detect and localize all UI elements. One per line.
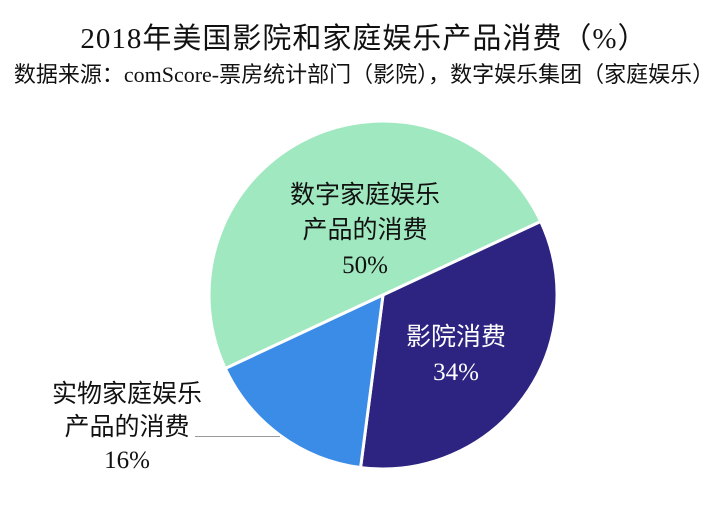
slice-label-value: 34% — [433, 359, 479, 386]
slice-label-value: 16% — [104, 447, 150, 474]
pie-slice-3 — [223, 293, 385, 470]
slice-label-theatrical: 影院消费 34% — [356, 320, 556, 390]
pie-slice-1 — [207, 119, 543, 371]
chart-source-note: 数据来源：comScore-票房统计部门（影院），数字娱乐集团（家庭娱乐） — [13, 62, 715, 87]
slice-label-text: 实物家庭娱乐 — [51, 381, 202, 408]
slice-label-text: 产品的消费 — [302, 217, 428, 244]
slice-label-physical-home-entertainment: 实物家庭娱乐 产品的消费 16% — [27, 378, 227, 477]
leader-line — [195, 436, 280, 437]
chart-title: 2018年美国影院和家庭娱乐产品消费（%） — [80, 23, 648, 55]
slice-label-value: 50% — [342, 252, 388, 279]
slice-label-text: 影院消费 — [405, 324, 506, 351]
pie-slice-2 — [359, 219, 559, 471]
slice-label-text: 数字家庭娱乐 — [289, 182, 440, 209]
slice-label-digital-home-entertainment: 数字家庭娱乐 产品的消费 50% — [253, 178, 477, 283]
slice-label-text: 产品的消费 — [64, 414, 190, 441]
